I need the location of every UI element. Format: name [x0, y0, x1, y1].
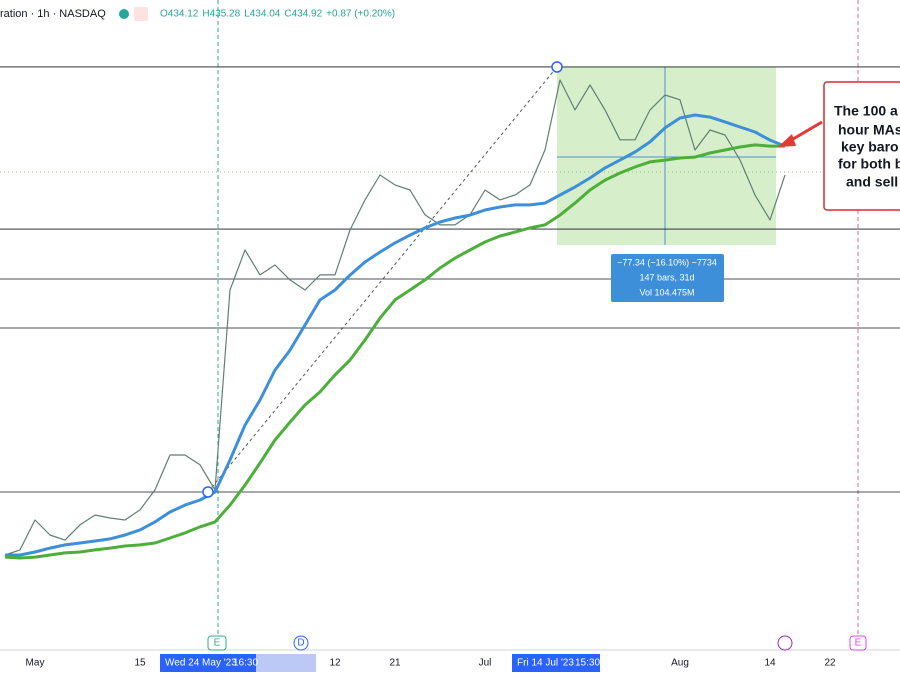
- crosshair-badge: [512, 654, 600, 672]
- measure-label: Vol 104.475M: [639, 287, 694, 297]
- crosshair-time: 15:30: [575, 658, 600, 669]
- x-tick-label: 15: [134, 658, 146, 669]
- event-icon: [293, 635, 309, 651]
- ohlc-value: +0.87 (+0.20%): [326, 9, 395, 20]
- crosshair-range: [256, 654, 316, 672]
- measure-label-box: [611, 254, 724, 302]
- plot: [0, 66, 900, 560]
- series-line: [5, 113, 786, 557]
- series-line: [4, 79, 786, 556]
- ohlc-value: O434.12: [160, 9, 199, 20]
- annotation-arrow: [787, 120, 823, 144]
- crosshair-date: Wed 24 May '23: [165, 658, 237, 669]
- event-label: E: [855, 638, 862, 649]
- annotation-line: for both b: [838, 156, 900, 172]
- x-tick-label: 12: [329, 658, 341, 669]
- annotation-line: and sell: [846, 174, 898, 190]
- event-label: D: [297, 638, 304, 649]
- x-tick-label: Jul: [479, 658, 492, 669]
- status-icon: [134, 7, 148, 21]
- crosshair-date: Fri 14 Jul '23: [517, 658, 574, 669]
- trend-line: [207, 66, 558, 493]
- annotation-line: key baro: [841, 139, 899, 155]
- chart-title: ration · 1h · NASDAQ: [0, 8, 106, 20]
- ohlc-value: H435.28: [202, 9, 240, 20]
- measure-label: 147 bars, 31d: [639, 272, 694, 282]
- annotation-box: [823, 81, 900, 211]
- status-dot: [119, 9, 129, 19]
- event-icon: [849, 635, 867, 651]
- annotation-line: hour MAs: [838, 122, 900, 138]
- x-tick-label: 22: [824, 658, 836, 669]
- trend-handle: [202, 486, 214, 498]
- series-line: [4, 143, 785, 560]
- annotation-line: The 100 a: [834, 103, 898, 119]
- annotation-arrowhead: [778, 134, 796, 147]
- trend-handle: [551, 61, 563, 73]
- measure-box: [557, 67, 776, 245]
- ohlc-value: C434.92: [284, 9, 322, 20]
- annotation: The 100 a hour MAs key baro for both b a…: [834, 103, 900, 190]
- measure-label: −77.34 (−16.10%) −7734: [617, 257, 717, 267]
- event-icon: [777, 635, 793, 651]
- ohlc: O434.12 H435.28 L434.04 C434.92 +0.87 (+0.20…: [160, 9, 395, 20]
- x-tick-label: Aug: [671, 658, 689, 669]
- event-icon: [207, 635, 227, 651]
- x-tick-label: 14: [764, 658, 776, 669]
- x-tick-label: 21: [389, 658, 401, 669]
- event-label: E: [214, 638, 221, 649]
- crosshair-badge: [160, 654, 256, 672]
- ohlc-value: L434.04: [244, 9, 281, 20]
- x-tick-label: May: [26, 658, 45, 669]
- crosshair-time: 16:30: [233, 658, 258, 669]
